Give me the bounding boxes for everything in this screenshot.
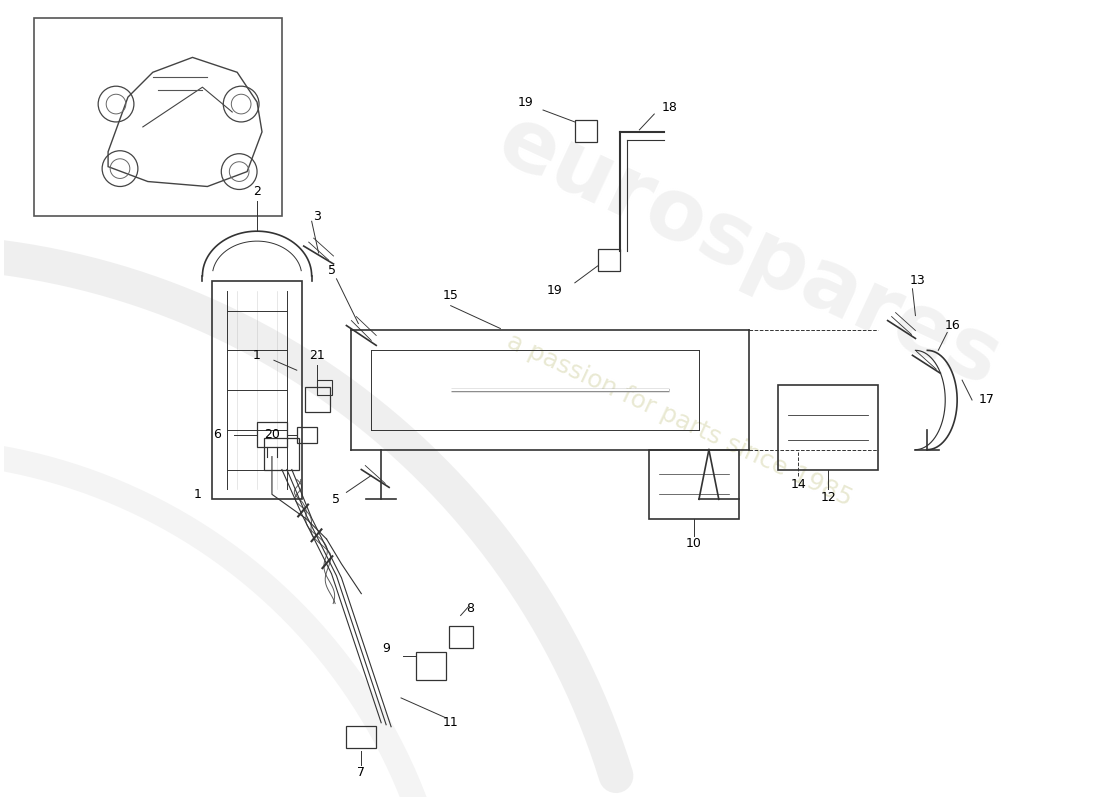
Text: 3: 3	[312, 210, 320, 222]
Bar	[449, 626, 473, 648]
Bar	[297, 427, 317, 442]
Text: 11: 11	[443, 716, 459, 730]
Bar	[257, 422, 287, 446]
Bar	[416, 652, 446, 680]
Bar	[649, 450, 739, 519]
Bar	[34, 18, 282, 216]
Text: 2: 2	[253, 185, 261, 198]
Bar	[597, 249, 619, 271]
Text: 16: 16	[944, 319, 960, 332]
Text: 1: 1	[253, 349, 261, 362]
Text: 12: 12	[821, 491, 836, 504]
Text: 5: 5	[328, 265, 336, 278]
Text: 5: 5	[332, 493, 341, 506]
Text: eurospares: eurospares	[484, 98, 1013, 404]
Text: 13: 13	[910, 274, 925, 287]
Text: 15: 15	[443, 290, 459, 302]
Bar	[317, 380, 331, 395]
Text: 7: 7	[358, 766, 365, 779]
Text: 19: 19	[517, 95, 534, 109]
Text: 8: 8	[466, 602, 474, 615]
Bar	[264, 438, 299, 470]
Bar	[575, 120, 596, 142]
Text: 21: 21	[309, 349, 324, 362]
Text: 9: 9	[382, 642, 390, 654]
Text: 1: 1	[194, 488, 201, 501]
Text: 19: 19	[547, 284, 563, 298]
Text: 6: 6	[213, 428, 221, 442]
Bar	[305, 387, 330, 412]
Text: 18: 18	[661, 101, 678, 114]
Text: a passion for parts since 1985: a passion for parts since 1985	[503, 329, 856, 510]
Text: 10: 10	[686, 538, 702, 550]
Bar	[779, 385, 878, 470]
Text: 17: 17	[979, 394, 994, 406]
Bar	[346, 726, 376, 747]
Text: 14: 14	[791, 478, 806, 491]
Text: 20: 20	[264, 428, 279, 442]
